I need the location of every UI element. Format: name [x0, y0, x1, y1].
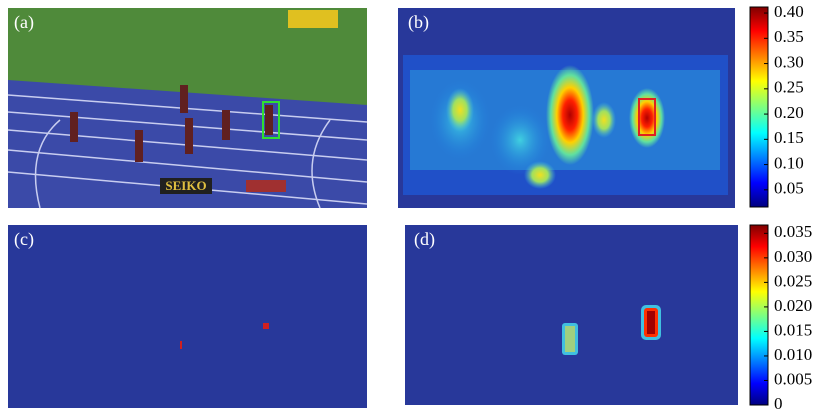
heatmap-panel: (b): [398, 8, 735, 208]
figure: SEIKO (a) (b) (c) (d) 0.40 0.35 0.30 0.25 0.…: [0, 0, 823, 411]
map-panel: (c): [8, 225, 367, 408]
photo-panel: SEIKO (a): [8, 8, 367, 208]
colorbar: [750, 225, 768, 405]
colorbar-tick-label: 0.20: [774, 103, 804, 122]
map-panel: (d): [405, 225, 738, 405]
panel-label: (a): [14, 12, 34, 33]
colorbar-tick-label: 0.020: [774, 296, 812, 315]
colorbar-tick-label: 0.15: [774, 128, 804, 147]
colorbar-tick-label: 0.005: [774, 369, 812, 388]
colorbar-tick-label: 0.10: [774, 153, 804, 172]
colorbar-tick-label: 0.035: [774, 222, 812, 241]
panel-label: (d): [414, 229, 435, 250]
colorbar-tick-label: 0.025: [774, 271, 812, 290]
colorbar-tick-label: 0.25: [774, 78, 804, 97]
colorbar-tick-label: 0.030: [774, 247, 812, 266]
colorbar-tick-label: 0.40: [774, 2, 804, 21]
colorbar-tick-label: 0.015: [774, 320, 812, 339]
panel-label: (b): [408, 12, 429, 33]
colorbar-tick-label: 0.30: [774, 52, 804, 71]
colorbar: [750, 7, 768, 207]
colorbar-tick-label: 0.05: [774, 179, 804, 198]
colorbar-tick-label: 0: [774, 394, 783, 411]
sign-text: SEIKO: [165, 178, 206, 193]
colorbar-tick-label: 0.010: [774, 345, 812, 364]
panel-label: (c): [14, 229, 34, 250]
colorbar-tick-label: 0.35: [774, 27, 804, 46]
